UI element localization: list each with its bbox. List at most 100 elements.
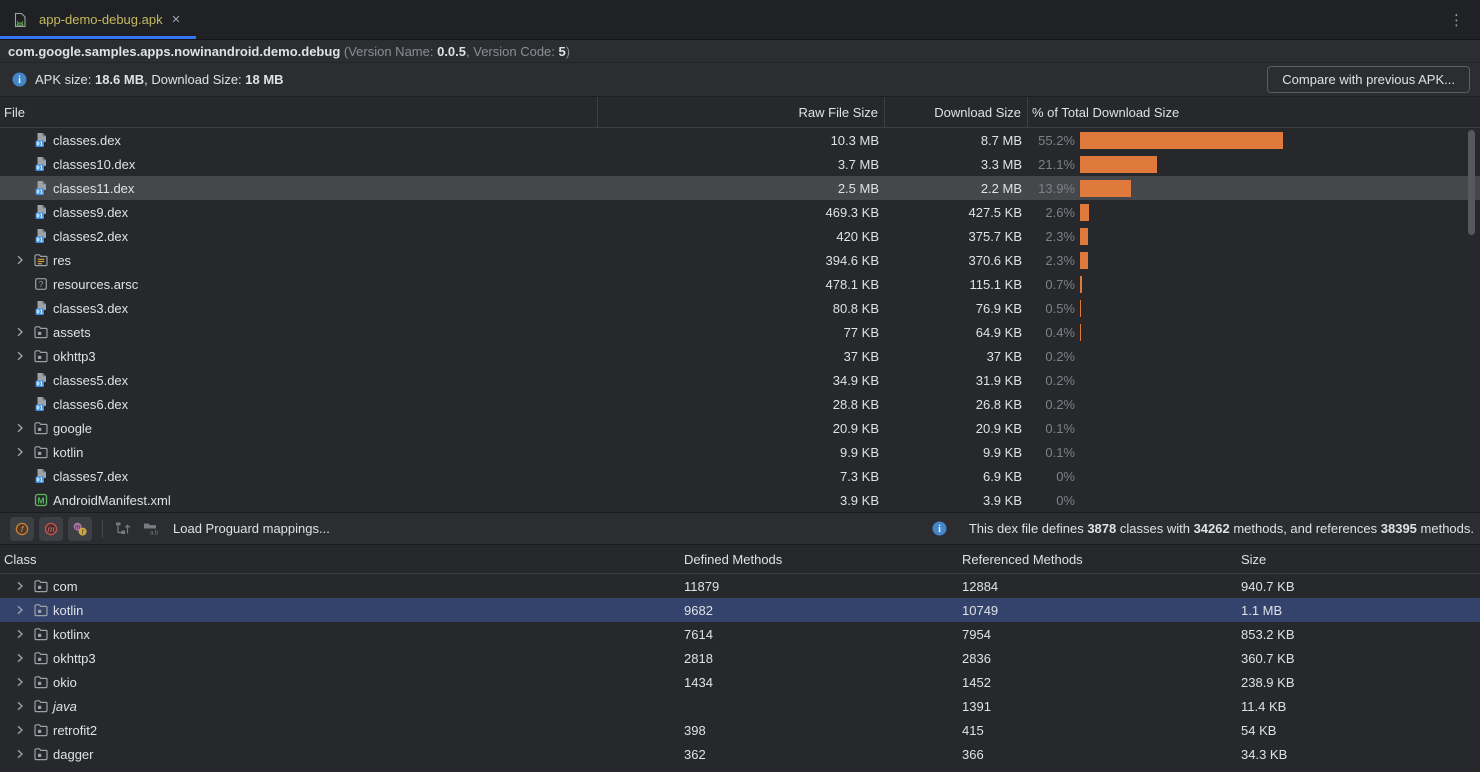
download-size: 6.9 KB xyxy=(982,468,1022,484)
package-folder-icon xyxy=(33,746,49,762)
column-header-defined-methods[interactable]: Defined Methods xyxy=(684,551,783,567)
column-header-referenced-methods[interactable]: Referenced Methods xyxy=(962,551,1083,567)
chevron-right-icon[interactable] xyxy=(12,698,33,714)
download-size-value: 18 MB xyxy=(245,72,284,87)
raw-file-size: 3.7 MB xyxy=(837,156,879,172)
vertical-scrollbar-thumb[interactable] xyxy=(1468,130,1475,235)
chevron-right-icon[interactable] xyxy=(12,602,33,618)
chevron-placeholder xyxy=(12,204,33,220)
percent-of-download: 0.1% xyxy=(1045,420,1075,436)
file-row[interactable]: google 20.9 KB 20.9 KB 0.1% xyxy=(0,416,1480,440)
chevron-right-icon[interactable] xyxy=(12,650,33,666)
chevron-right-icon[interactable] xyxy=(12,252,33,268)
svg-text:01: 01 xyxy=(36,478,43,484)
file-row[interactable]: 01 classes11.dex 2.5 MB 2.2 MB 13.9% xyxy=(0,176,1480,200)
column-header-download-size[interactable]: Download Size xyxy=(885,97,1028,127)
chevron-right-icon[interactable] xyxy=(12,348,33,364)
download-percent-bar xyxy=(1080,227,1088,245)
file-row[interactable]: kotlin 9.9 KB 9.9 KB 0.1% xyxy=(0,440,1480,464)
raw-file-size: 77 KB xyxy=(843,324,879,340)
info-icon: i xyxy=(12,72,27,87)
percent-of-download: 0.2% xyxy=(1045,348,1075,364)
file-row[interactable]: ? resources.arsc 478.1 KB 115.1 KB 0.7% xyxy=(0,272,1480,296)
file-row[interactable]: 01 classes3.dex 80.8 KB 76.9 KB 0.5% xyxy=(0,296,1480,320)
class-table: Class Defined Methods Referenced Methods… xyxy=(0,545,1480,766)
file-row[interactable]: 01 classes7.dex 7.3 KB 6.9 KB 0% xyxy=(0,464,1480,488)
class-row[interactable]: okhttp3 2818 2836 360.7 KB xyxy=(0,646,1480,670)
class-row[interactable]: kotlinx 7614 7954 853.2 KB xyxy=(0,622,1480,646)
package-folder-icon xyxy=(33,602,49,618)
file-row[interactable]: assets 77 KB 64.9 KB 0.4% xyxy=(0,320,1480,344)
download-percent-bar xyxy=(1080,323,1081,341)
download-size: 370.6 KB xyxy=(968,252,1023,268)
chevron-placeholder xyxy=(12,372,33,388)
chevron-placeholder xyxy=(12,492,33,508)
chevron-right-icon[interactable] xyxy=(12,324,33,340)
package-name: retrofit2 xyxy=(53,722,98,738)
chevron-right-icon[interactable] xyxy=(12,578,33,594)
class-row[interactable]: okio 1434 1452 238.9 KB xyxy=(0,670,1480,694)
raw-file-size: 478.1 KB xyxy=(825,276,880,292)
raw-file-size: 9.9 KB xyxy=(839,444,879,460)
class-row[interactable]: dagger 362 366 34.3 KB xyxy=(0,742,1480,766)
class-row[interactable]: retrofit2 398 415 54 KB xyxy=(0,718,1480,742)
column-header-file[interactable]: File xyxy=(0,97,598,127)
file-row[interactable]: okhttp3 37 KB 37 KB 0.2% xyxy=(0,344,1480,368)
file-row[interactable]: 01 classes9.dex 469.3 KB 427.5 KB 2.6% xyxy=(0,200,1480,224)
referenced-methods: 1452 xyxy=(962,674,991,690)
chevron-placeholder xyxy=(12,276,33,292)
load-proguard-mappings[interactable]: Load Proguard mappings... xyxy=(173,521,330,536)
dex-icon: 01 xyxy=(33,156,49,172)
class-row[interactable]: kotlin 9682 10749 1.1 MB xyxy=(0,598,1480,622)
file-row[interactable]: 01 classes6.dex 28.8 KB 26.8 KB 0.2% xyxy=(0,392,1480,416)
chevron-right-icon[interactable] xyxy=(12,722,33,738)
package-name: okhttp3 xyxy=(53,650,96,666)
column-header-percent[interactable]: % of Total Download Size xyxy=(1032,104,1180,120)
version-prefix: (Version Name: xyxy=(340,43,438,59)
download-percent-bar xyxy=(1080,179,1131,197)
chevron-right-icon[interactable] xyxy=(12,674,33,690)
file-row[interactable]: 01 classes2.dex 420 KB 375.7 KB 2.3% xyxy=(0,224,1480,248)
file-row[interactable]: M AndroidManifest.xml 3.9 KB 3.9 KB 0% xyxy=(0,488,1480,512)
column-header-size[interactable]: Size xyxy=(1241,551,1267,567)
column-header-class[interactable]: Class xyxy=(4,551,37,567)
chevron-right-icon[interactable] xyxy=(12,444,33,460)
tab-apk-file[interactable]: app-demo-debug.apk × xyxy=(0,0,197,39)
chevron-placeholder xyxy=(12,156,33,172)
kebab-menu-icon[interactable]: ⋮ xyxy=(1449,11,1464,29)
file-row[interactable]: 01 classes5.dex 34.9 KB 31.9 KB 0.2% xyxy=(0,368,1480,392)
raw-file-size: 80.8 KB xyxy=(832,300,879,316)
raw-file-size: 20.9 KB xyxy=(832,420,879,436)
package-name: kotlin xyxy=(53,602,84,618)
show-methods-toggle[interactable]: m xyxy=(39,516,63,541)
svg-text:f: f xyxy=(21,524,25,534)
close-icon[interactable]: × xyxy=(171,11,181,28)
apk-size-value: 18.6 MB xyxy=(94,72,145,87)
file-row[interactable]: 01 classes.dex 10.3 MB 8.7 MB 55.2% xyxy=(0,128,1480,152)
active-tab-underline xyxy=(0,36,197,39)
show-fields-toggle[interactable]: f xyxy=(10,516,34,541)
svg-text:m: m xyxy=(75,525,80,531)
percent-of-download: 13.9% xyxy=(1038,180,1075,196)
class-table-header: Class Defined Methods Referenced Methods… xyxy=(0,545,1480,574)
defined-tree-icon[interactable] xyxy=(112,519,132,539)
chevron-right-icon[interactable] xyxy=(12,746,33,762)
file-name: classes6.dex xyxy=(53,396,129,412)
file-name: classes3.dex xyxy=(53,300,129,316)
file-name: assets xyxy=(53,324,91,340)
column-header-raw-size[interactable]: Raw File Size xyxy=(598,97,885,127)
class-row[interactable]: java 1391 11.4 KB xyxy=(0,694,1480,718)
chevron-right-icon[interactable] xyxy=(12,626,33,642)
raw-file-size: 420 KB xyxy=(836,228,879,244)
class-row[interactable]: com 11879 12884 940.7 KB xyxy=(0,574,1480,598)
folder-icon xyxy=(33,348,49,364)
chevron-right-icon[interactable] xyxy=(12,420,33,436)
raw-file-size: 37 KB xyxy=(843,348,879,364)
file-name: classes10.dex xyxy=(53,156,136,172)
class-size: 34.3 KB xyxy=(1241,746,1288,762)
compare-apk-button[interactable]: Compare with previous APK... xyxy=(1267,66,1470,93)
file-row[interactable]: 01 classes10.dex 3.7 MB 3.3 MB 21.1% xyxy=(0,152,1480,176)
file-row[interactable]: res 394.6 KB 370.6 KB 2.3% xyxy=(0,248,1480,272)
flatten-packages-icon[interactable]: a.b xyxy=(141,519,161,539)
